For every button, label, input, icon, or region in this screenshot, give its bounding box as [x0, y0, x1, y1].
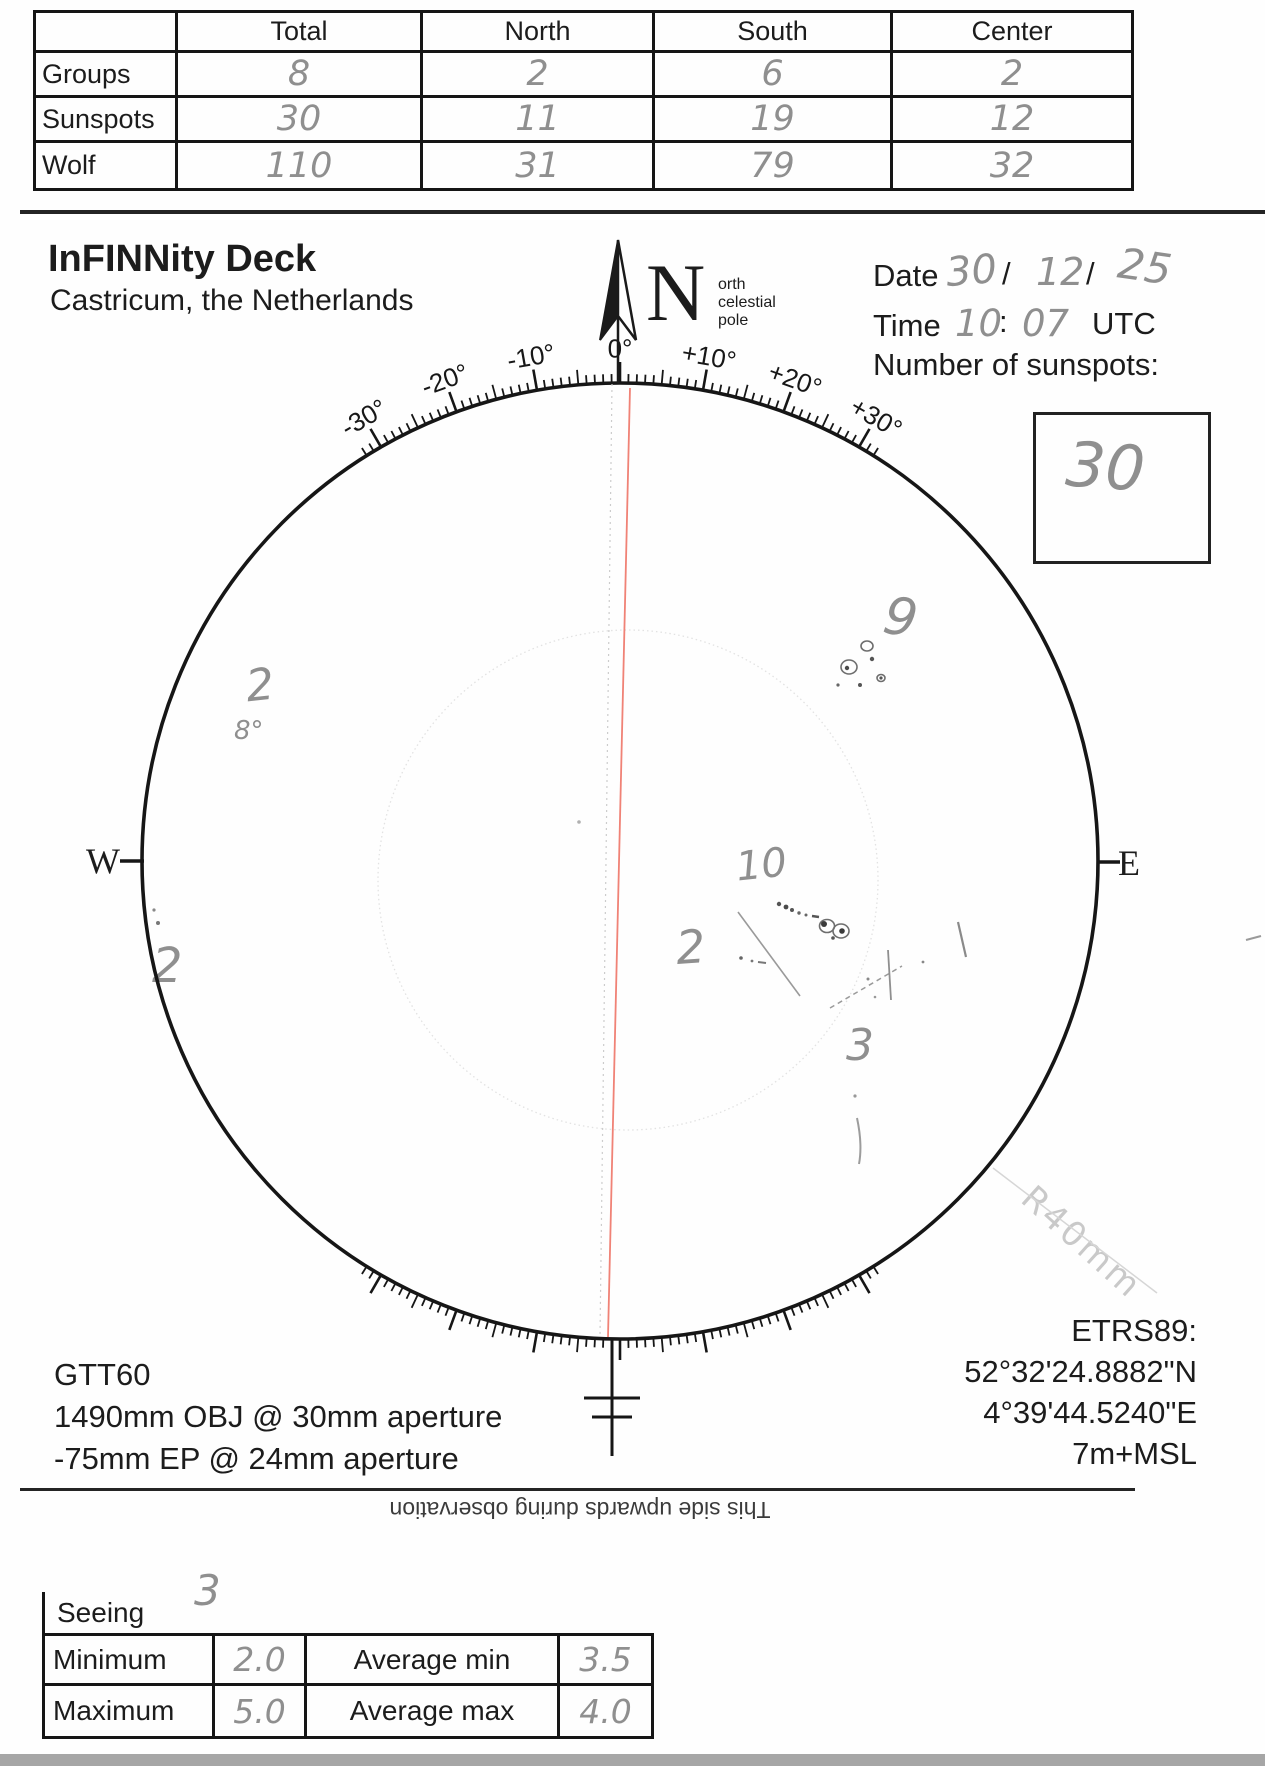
- solar-disk-circle: [140, 381, 1100, 1341]
- groups-north-value: 2: [423, 53, 655, 98]
- degree-label: 0°: [607, 333, 633, 364]
- table-corner-cell: [36, 13, 178, 53]
- solar-axis-red-line: [607, 387, 631, 1338]
- minimum-value: 2.0: [215, 1636, 307, 1686]
- groups-center-value: 2: [893, 53, 1131, 98]
- objective-spec: 1490mm OBJ @ 30mm aperture: [54, 1399, 503, 1434]
- handwritten-annotation: 3: [846, 1020, 874, 1071]
- average-min-value: 3.5: [560, 1636, 651, 1686]
- flip-note: This side upwards during observation: [389, 1497, 771, 1523]
- row-label-wolf: Wolf: [36, 143, 178, 188]
- page-subtitle: Castricum, the Netherlands: [50, 284, 414, 317]
- sunspots-north-value: 11: [423, 98, 655, 143]
- tick-marks-top: [361, 362, 879, 457]
- utc-label: UTC: [1092, 306, 1156, 341]
- column-header-total: Total: [178, 13, 423, 53]
- sunspot-group-9: [836, 640, 886, 687]
- west-label: W: [86, 841, 120, 881]
- wolf-total-value: 110: [178, 143, 423, 188]
- seeing-value: 3: [194, 1566, 221, 1615]
- row-label-sunspots: Sunspots: [36, 98, 178, 143]
- sunspot-count-box: [1033, 412, 1211, 564]
- column-header-north: North: [423, 13, 655, 53]
- east-label: E: [1118, 843, 1140, 883]
- date-label: Date: [873, 258, 939, 293]
- scan-edge: [0, 1754, 1265, 1766]
- meridian-gray-line: [599, 383, 613, 1338]
- latitude-value: 52°32'24.8882"N: [964, 1354, 1197, 1389]
- time-colon: :: [999, 304, 1008, 339]
- average-min-label: Average min: [307, 1636, 560, 1686]
- time-hour-value: 10: [955, 302, 1003, 345]
- date-slash-2: /: [1086, 256, 1095, 291]
- groups-south-value: 6: [655, 53, 893, 98]
- time-label: Time: [873, 308, 941, 343]
- column-header-south: South: [655, 13, 893, 53]
- minimum-label: Minimum: [45, 1636, 215, 1686]
- north-word-2: celestial: [718, 294, 776, 311]
- wolf-north-value: 31: [423, 143, 655, 188]
- datum-label: ETRS89:: [1071, 1313, 1197, 1348]
- date-slash-1: /: [1002, 256, 1011, 291]
- location-block: ETRS89: 52°32'24.8882"N 4°39'44.5240"E 7…: [830, 1310, 1197, 1474]
- average-max-value: 4.0: [579, 1691, 632, 1731]
- wolf-south-value: 79: [655, 143, 893, 188]
- sunspots-south-value: 19: [655, 98, 893, 143]
- maximum-value: 5.0: [215, 1686, 307, 1736]
- sunspots-total-value: 30: [178, 98, 423, 143]
- north-letter: N: [646, 247, 706, 338]
- north-arrow-icon: [599, 239, 638, 383]
- north-word-1: orth: [718, 276, 746, 293]
- eyepiece-spec: -75mm EP @ 24mm aperture: [54, 1441, 459, 1476]
- instrument-block: GTT60 1490mm OBJ @ 30mm aperture -75mm E…: [54, 1354, 502, 1480]
- top-separator-line: [20, 210, 1265, 214]
- date-month-value: 12: [1036, 250, 1085, 294]
- tick-marks-bottom: [361, 1265, 879, 1360]
- sunspots-center-value: 12: [893, 98, 1131, 143]
- north-celestial-pole-label: orth celestial pole: [718, 276, 776, 330]
- wolf-center-value: 32: [989, 145, 1035, 186]
- groups-total-value: 8: [178, 53, 423, 98]
- seeing-table: Minimum 2.0 Average min 3.5 Maximum 5.0 …: [42, 1633, 654, 1739]
- time-minute-value: 07: [1022, 302, 1070, 345]
- longitude-value: 4°39'44.5240"E: [983, 1395, 1197, 1430]
- sunspot-count-label: Number of sunspots:: [873, 347, 1160, 382]
- column-header-center: Center: [893, 13, 1131, 53]
- elevation-value: 7m+MSL: [1072, 1436, 1197, 1471]
- summary-table: Total North South Center Groups 8 2 6 2 …: [33, 10, 1134, 191]
- south-pole-marker: [584, 1340, 640, 1456]
- pencil-marks: [152, 820, 1262, 1165]
- radius-leader-line: [992, 1167, 1158, 1294]
- page-title: InFINNity Deck: [48, 238, 317, 280]
- average-max-label: Average max: [307, 1686, 560, 1736]
- north-word-3: pole: [718, 312, 749, 329]
- row-label-groups: Groups: [36, 53, 178, 98]
- maximum-label: Maximum: [45, 1686, 215, 1736]
- sunspot-group-10: [739, 901, 850, 964]
- handwritten-annotation: 8°: [234, 716, 264, 746]
- bottom-separator-line: [20, 1488, 1135, 1491]
- inner-reference-circle: [377, 629, 879, 1131]
- seeing-label: Seeing: [42, 1592, 144, 1633]
- instrument-name: GTT60: [54, 1357, 151, 1392]
